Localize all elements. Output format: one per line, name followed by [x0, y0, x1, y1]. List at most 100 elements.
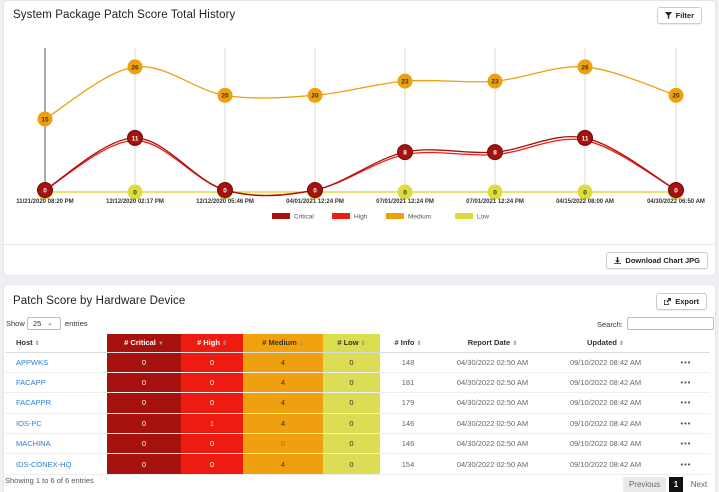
x-tick-label: 04/30/2022 06:50 AM	[647, 199, 705, 205]
cell-medium: 4	[243, 453, 323, 475]
series-line-medium	[44, 65, 677, 120]
row-actions-icon[interactable]: •••	[662, 433, 710, 455]
legend-swatch-low	[455, 213, 473, 219]
data-label-medium: 26	[131, 64, 139, 71]
row-actions-icon[interactable]: •••	[662, 413, 710, 435]
column-header-report-date[interactable]: Report Date ⇕	[436, 334, 549, 353]
cell-low: 0	[323, 352, 380, 373]
sort-icon: ⇕	[618, 341, 625, 348]
filter-button[interactable]: Filter	[656, 7, 702, 24]
table-row: IDS-CONEX-HQ 0 0 4 0 154 04/30/2022 02:50 AM 09…	[5, 453, 710, 475]
cell-low: 0	[323, 392, 380, 414]
cell-low: 0	[323, 433, 380, 455]
data-label-medium: 23	[401, 79, 409, 86]
cell-high: 0	[181, 372, 243, 394]
sort-icon: ⇕	[34, 341, 40, 348]
column-header-high[interactable]: # High ⇕	[181, 334, 243, 353]
data-point-medium	[397, 73, 413, 89]
data-point-medium	[487, 73, 503, 89]
download-icon	[614, 257, 622, 264]
data-point-medium	[577, 59, 593, 75]
data-label-low: 0	[133, 189, 137, 196]
column-header-updated[interactable]: Updated ⇕	[549, 334, 662, 353]
cell-host[interactable]: IOS-PC	[5, 413, 107, 435]
cell-critical: 0	[107, 352, 181, 373]
data-point-medium	[217, 87, 233, 103]
next-button[interactable]: Next	[690, 480, 708, 489]
table-row: MACHINA 0 0 0 0 146 04/30/2022 02:50 AM 09/10/2…	[5, 433, 710, 455]
cell-high: 0	[181, 352, 243, 373]
legend-label-high: High	[354, 214, 368, 221]
column-header-info[interactable]: # Info ⇕	[380, 334, 436, 353]
x-tick-label: 12/12/2020 02:17 PM	[106, 199, 164, 205]
chevron-down-icon: ⌄	[47, 321, 53, 327]
data-point-medium	[307, 87, 323, 103]
page-size-value: 25	[33, 319, 42, 328]
cell-medium: 4	[243, 392, 323, 414]
column-header-host[interactable]: Host ⇕	[5, 334, 107, 353]
cell-updated: 09/10/2022 08:42 AM	[549, 433, 662, 455]
data-label-low: 0	[583, 189, 587, 196]
column-header-label: # Low	[337, 338, 359, 348]
data-label-medium: 26	[581, 64, 589, 71]
cell-host[interactable]: FACAPPR	[5, 392, 107, 414]
cell-host[interactable]: IDS-CONEX-HQ	[5, 453, 107, 475]
data-label-medium: 20	[672, 93, 680, 100]
search-input[interactable]	[627, 317, 714, 330]
table-row: FACAPP 0 0 4 0 181 04/30/2022 02:50 AM 09/10/20…	[5, 372, 710, 394]
column-header-critical[interactable]: # Critical ▼	[107, 334, 181, 353]
page-size-select[interactable]: 25 ⌄	[27, 317, 61, 330]
page-1-button[interactable]: 1	[669, 477, 683, 492]
cell-medium: 0	[243, 433, 323, 455]
cell-info: 146	[380, 433, 436, 455]
cell-critical: 0	[107, 392, 181, 414]
table-title: Patch Score by Hardware Device	[13, 295, 186, 307]
x-tick-label: 11/21/2020 08:20 PM	[16, 199, 73, 205]
data-label-medium: 20	[311, 93, 319, 100]
data-point-critical	[487, 144, 503, 161]
download-chart-button[interactable]: Download Chart JPG	[606, 252, 708, 269]
cell-high: 0	[181, 453, 243, 475]
cell-critical: 0	[107, 453, 181, 475]
cell-host[interactable]: APPWKS	[5, 352, 107, 373]
sort-icon: ⇕	[512, 341, 518, 348]
sort-icon: ⇕	[360, 341, 366, 348]
data-label-medium: 15	[41, 116, 49, 123]
data-point-medium	[668, 87, 684, 103]
cell-host[interactable]: FACAPP	[5, 372, 107, 394]
filter-icon	[664, 12, 672, 19]
cell-info: 181	[380, 372, 436, 394]
data-point-medium	[37, 111, 53, 127]
x-tick-label: 12/12/2020 05:46 PM	[196, 199, 254, 205]
cell-medium: 4	[243, 372, 323, 394]
row-actions-icon[interactable]: •••	[662, 372, 710, 394]
cell-high: 0	[181, 392, 243, 414]
column-header-low[interactable]: # Low ⇕	[323, 334, 380, 353]
cell-report-date: 04/30/2022 02:50 AM	[436, 413, 549, 435]
row-actions-icon[interactable]: •••	[662, 453, 710, 475]
data-point-low	[577, 184, 593, 200]
table-header-row: Host ⇕ # Critical ▼ # High ⇕ # Medium ⇕ # Low ⇕ # …	[5, 334, 710, 353]
data-label-critical: 8	[493, 150, 497, 157]
cell-critical: 0	[107, 413, 181, 435]
column-header-label: # Medium	[262, 338, 297, 348]
cell-info: 146	[380, 413, 436, 435]
previous-button[interactable]: Previous	[623, 477, 666, 492]
cell-host[interactable]: MACHINA	[5, 433, 107, 455]
export-button[interactable]: Export	[656, 293, 707, 310]
column-header-medium[interactable]: # Medium ⇕	[243, 334, 323, 353]
chart-card: System Package Patch Score Total History…	[3, 0, 716, 276]
cell-high: 1	[181, 413, 243, 435]
data-label-medium: 20	[221, 93, 229, 100]
cell-low: 0	[323, 413, 380, 435]
cell-medium: 4	[243, 352, 323, 373]
column-header-label: # Critical	[124, 338, 156, 348]
data-point-low	[487, 184, 503, 200]
export-label: Export	[675, 297, 699, 306]
x-tick-label: 07/01/2021 12:24 PM	[376, 199, 434, 205]
x-tick-label: 07/01/2021 12:24 PM	[466, 199, 524, 205]
data-point-critical	[307, 182, 323, 198]
row-actions-icon[interactable]: •••	[662, 392, 710, 414]
row-actions-icon[interactable]: •••	[662, 352, 710, 373]
cell-updated: 09/10/2022 08:42 AM	[549, 392, 662, 414]
